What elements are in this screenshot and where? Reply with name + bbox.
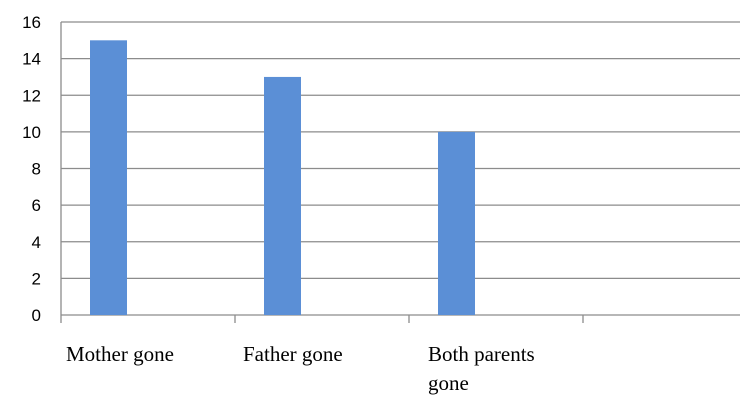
- category-labels: Mother gone Father gone Both parents gone: [66, 342, 535, 395]
- bars: [90, 40, 475, 315]
- bar-3: [438, 131, 475, 315]
- y-tick-label: 14: [22, 50, 41, 69]
- y-tick-label: 0: [32, 306, 41, 325]
- category-label: gone: [428, 371, 469, 395]
- y-tick-label: 2: [32, 269, 41, 288]
- y-tick-label: 16: [22, 13, 41, 32]
- gridlines: [61, 21, 740, 280]
- y-tick-label: 6: [32, 196, 41, 215]
- y-tick-labels: 0 2 4 6 8 10 12 14 16: [22, 13, 41, 325]
- y-tick-label: 8: [32, 160, 41, 179]
- category-label: Both parents: [428, 342, 535, 366]
- y-tick-label: 10: [22, 123, 41, 142]
- bar-1: [90, 40, 127, 315]
- y-tick-label: 12: [22, 86, 41, 105]
- bar-2: [264, 76, 301, 315]
- category-label: Mother gone: [66, 342, 174, 366]
- y-tick-label: 4: [32, 233, 41, 252]
- axes: [60, 22, 740, 323]
- category-label: Father gone: [243, 342, 343, 366]
